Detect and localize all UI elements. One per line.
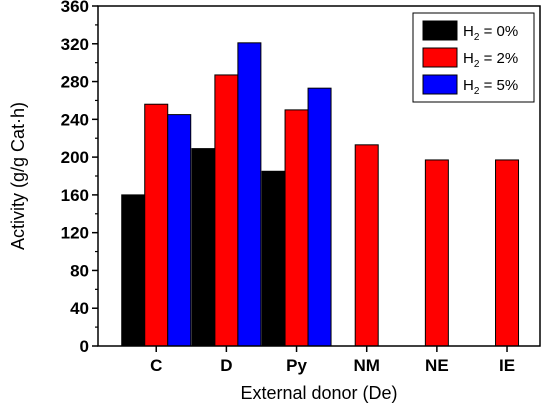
x-tick-label: D	[220, 356, 232, 375]
legend-label: H2 = 5%	[463, 77, 518, 97]
y-tick-label: 240	[61, 110, 89, 129]
y-tick-label: 280	[61, 73, 89, 92]
bar-c-series-1	[144, 103, 169, 347]
plot-frame	[97, 5, 541, 347]
bar-d-series-1	[214, 74, 239, 347]
y-tick-label: 40	[70, 299, 89, 318]
bar-ie-series-1	[495, 159, 520, 347]
legend-swatch	[422, 47, 458, 68]
bar-py-series-2	[307, 87, 332, 347]
bar-ne-series-1	[424, 159, 449, 347]
x-tick-label: NM	[353, 356, 379, 375]
y-tick-label: 200	[61, 148, 89, 167]
y-tick-label: 0	[80, 337, 89, 356]
x-axis-ticks: C D Py NM NE IE	[150, 346, 515, 375]
bar-c-series-0	[121, 194, 146, 347]
x-tick-label: IE	[499, 356, 515, 375]
y-tick-label: 80	[70, 261, 89, 280]
x-tick-label: Py	[286, 356, 307, 375]
x-tick-label: C	[150, 356, 162, 375]
y-tick-label: 320	[61, 35, 89, 54]
legend: H2 = 0% H2 = 2% H2 = 5%	[412, 12, 535, 103]
bar-d-series-2	[237, 42, 262, 347]
y-axis-title: Activity (g/g Cat·h)	[8, 102, 28, 250]
x-tick-label: NE	[425, 356, 449, 375]
y-tick-label: 120	[61, 224, 89, 243]
legend-swatch	[422, 74, 458, 95]
bars-layer	[121, 42, 520, 347]
bar-d-series-0	[191, 148, 216, 347]
y-tick-label: 360	[61, 0, 89, 16]
bar-c-series-2	[167, 114, 192, 347]
legend-swatch	[422, 20, 458, 41]
x-axis-title: External donor (De)	[240, 383, 397, 403]
bar-py-series-1	[284, 109, 309, 347]
bar-nm-series-1	[354, 144, 379, 347]
legend-label: H2 = 0%	[463, 23, 518, 43]
y-axis-ticks: 0 40 80 120 160 200 240 280 320 360	[61, 0, 98, 356]
y-tick-label: 160	[61, 186, 89, 205]
bar-py-series-0	[261, 170, 286, 347]
legend-label: H2 = 2%	[463, 50, 518, 70]
